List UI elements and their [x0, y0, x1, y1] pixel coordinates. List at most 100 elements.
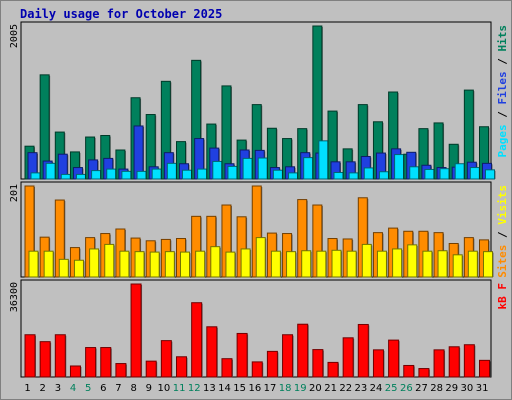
- x-tick-label-20: 20: [309, 383, 322, 394]
- bar-visits-8: [134, 251, 145, 278]
- bar-kb-f-22: [342, 337, 354, 378]
- panel-1-legend-label: Pages / Files / Hits: [496, 25, 509, 158]
- x-tick-label-7: 7: [115, 383, 121, 394]
- x-tick-label-18: 18: [279, 383, 292, 394]
- bar-kb-f-10: [160, 340, 172, 378]
- bar-kb-f-11: [176, 356, 187, 378]
- bar-visits-17: [270, 250, 281, 278]
- bar-kb-f-14: [221, 358, 233, 378]
- bar-visits-5: [89, 248, 100, 278]
- bar-visits-24: [376, 250, 387, 278]
- panel-2-legend-label: Sites / Visits: [496, 185, 509, 278]
- legend-part-1: /: [496, 225, 509, 245]
- bar-kb-f-4: [69, 365, 81, 378]
- bar-pages-8: [136, 170, 147, 180]
- bar-visits-16: [255, 237, 266, 278]
- bar-pages-7: [121, 170, 132, 180]
- bar-visits-9: [149, 251, 160, 278]
- bar-pages-6: [106, 168, 117, 180]
- bar-visits-21: [331, 249, 342, 278]
- bar-kb-f-3: [54, 334, 66, 378]
- bar-kb-f-12: [191, 302, 203, 378]
- bar-kb-f-26: [403, 364, 415, 378]
- bar-pages-4: [75, 173, 86, 180]
- bar-pages-5: [91, 170, 102, 180]
- x-tick-label-30: 30: [461, 383, 474, 394]
- bar-pages-21: [333, 172, 344, 180]
- bar-kb-f-30: [463, 344, 475, 378]
- bar-visits-20: [316, 250, 327, 278]
- bar-pages-27: [424, 168, 435, 180]
- panel-3-legend-label: kB F: [496, 283, 509, 310]
- bar-visits-13: [210, 246, 221, 278]
- bar-pages-13: [212, 160, 223, 180]
- x-tick-label-21: 21: [324, 383, 337, 394]
- bar-visits-22: [346, 250, 357, 278]
- x-tick-label-1: 1: [24, 383, 30, 394]
- bar-pages-19: [303, 157, 314, 180]
- bar-kb-f-2: [39, 341, 51, 378]
- panel-3-plot-area: [20, 279, 492, 378]
- x-tick-label-23: 23: [355, 383, 368, 394]
- bar-kb-f-16: [251, 361, 263, 378]
- bar-visits-10: [164, 251, 175, 278]
- bar-pages-29: [454, 163, 465, 180]
- bar-kb-f-7: [115, 363, 127, 378]
- x-tick-label-24: 24: [370, 383, 383, 394]
- bar-kb-f-27: [418, 368, 430, 378]
- legend-part-1: /: [496, 105, 509, 125]
- bar-visits-23: [361, 243, 372, 278]
- bar-visits-30: [467, 250, 478, 278]
- panel-2: 201 Sites / Visits: [9, 181, 509, 278]
- bar-visits-18: [286, 251, 297, 278]
- bar-kb-f-9: [145, 360, 157, 378]
- x-tick-label-11: 11: [173, 383, 186, 394]
- bar-pages-24: [378, 171, 389, 180]
- x-tick-label-28: 28: [430, 383, 443, 394]
- bar-visits-6: [104, 243, 115, 278]
- bar-visits-1: [28, 250, 39, 278]
- bar-kb-f-15: [236, 332, 248, 378]
- bar-kb-f-21: [327, 361, 339, 378]
- bar-visits-31: [483, 251, 493, 278]
- bar-pages-30: [469, 167, 480, 180]
- x-tick-label-26: 26: [400, 383, 413, 394]
- bar-visits-14: [225, 251, 236, 278]
- bar-pages-16: [257, 157, 268, 180]
- bar-visits-15: [240, 248, 251, 278]
- legend-part-0: Sites: [496, 245, 509, 278]
- bar-visits-7: [119, 250, 130, 278]
- bar-visits-26: [407, 244, 418, 278]
- bar-pages-25: [394, 154, 405, 180]
- bar-visits-12: [195, 250, 206, 278]
- bar-kb-f-28: [433, 349, 445, 378]
- bar-visits-28: [437, 250, 448, 278]
- bar-pages-20: [318, 140, 329, 180]
- panel-1: 2005 Pages / Files / Hits: [9, 21, 509, 180]
- panel-2-ymax-label: 201: [9, 184, 20, 202]
- bar-visits-11: [180, 251, 190, 278]
- bar-pages-22: [348, 172, 359, 180]
- bar-pages-18: [288, 172, 299, 180]
- x-tick-label-8: 8: [130, 383, 136, 394]
- bar-visits-3: [58, 258, 69, 278]
- bar-kb-f-5: [85, 347, 97, 378]
- x-tick-label-29: 29: [445, 383, 458, 394]
- bar-kb-f-1: [24, 334, 36, 378]
- bar-kb-f-17: [266, 350, 278, 378]
- bar-visits-27: [422, 250, 433, 278]
- x-tick-label-14: 14: [218, 383, 231, 394]
- x-tick-label-6: 6: [100, 383, 106, 394]
- legend-part-2: Files: [496, 71, 509, 104]
- legend-part-0: Pages: [496, 124, 509, 157]
- x-tick-label-25: 25: [385, 383, 398, 394]
- bar-pages-2: [45, 162, 56, 180]
- bar-kb-f-24: [372, 349, 384, 378]
- bar-visits-2: [43, 250, 54, 278]
- bar-pages-17: [272, 169, 283, 180]
- bar-pages-3: [60, 173, 71, 180]
- x-tick-label-9: 9: [146, 383, 152, 394]
- panel-3: 36300 kB F: [9, 279, 509, 378]
- bar-pages-28: [439, 168, 450, 180]
